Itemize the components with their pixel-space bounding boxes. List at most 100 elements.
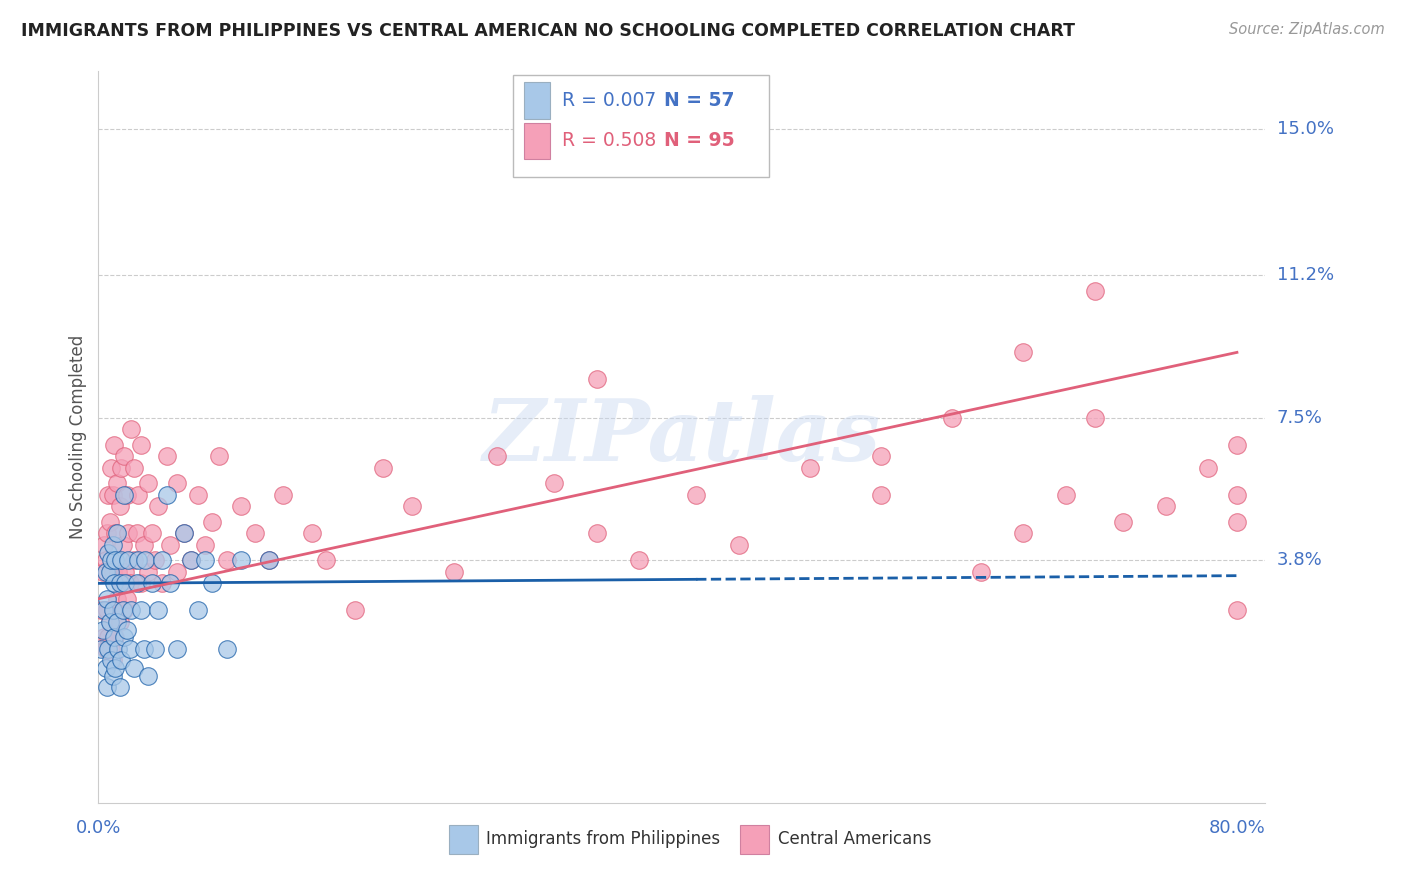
Point xyxy=(90,641,112,656)
Point xyxy=(129,576,152,591)
Point xyxy=(343,603,366,617)
Point xyxy=(100,641,122,656)
Point xyxy=(97,641,120,656)
Point xyxy=(118,641,141,656)
Point xyxy=(107,641,129,656)
Point xyxy=(97,488,120,502)
Point xyxy=(122,661,145,675)
Point xyxy=(97,545,120,559)
Point xyxy=(136,565,159,579)
Point xyxy=(229,500,252,514)
Point xyxy=(108,576,131,591)
Point xyxy=(114,576,136,591)
Point xyxy=(136,476,159,491)
Point xyxy=(685,488,707,502)
Point xyxy=(799,461,821,475)
Point xyxy=(101,538,124,552)
Point xyxy=(173,526,195,541)
Point xyxy=(105,615,128,629)
Point xyxy=(107,565,129,579)
Point xyxy=(1012,345,1035,359)
Text: Source: ZipAtlas.com: Source: ZipAtlas.com xyxy=(1229,22,1385,37)
Point xyxy=(159,538,181,552)
Point xyxy=(152,576,174,591)
Point xyxy=(93,538,115,552)
Text: 11.2%: 11.2% xyxy=(1277,267,1334,285)
Point xyxy=(166,476,188,491)
Point xyxy=(443,565,465,579)
Point xyxy=(156,488,179,502)
Point xyxy=(970,565,993,579)
Point xyxy=(194,538,217,552)
Point xyxy=(152,553,174,567)
Point xyxy=(173,526,195,541)
Point xyxy=(94,661,117,675)
Point xyxy=(105,591,128,606)
Point xyxy=(108,615,131,629)
Point xyxy=(1226,438,1249,452)
Point xyxy=(108,681,131,695)
Point xyxy=(112,630,135,644)
Point xyxy=(180,553,202,567)
Point xyxy=(103,630,125,644)
Point xyxy=(148,603,170,617)
Point xyxy=(143,553,166,567)
Point xyxy=(112,450,135,464)
Point xyxy=(180,553,202,567)
Text: N = 95: N = 95 xyxy=(665,131,735,151)
Point xyxy=(215,553,238,567)
Point xyxy=(111,603,134,617)
Point xyxy=(101,488,124,502)
Point xyxy=(115,591,138,606)
Point xyxy=(1054,488,1077,502)
Point xyxy=(98,565,121,579)
Text: 15.0%: 15.0% xyxy=(1277,120,1333,138)
Point xyxy=(401,500,423,514)
Text: 7.5%: 7.5% xyxy=(1277,409,1323,427)
Point xyxy=(315,553,337,567)
Point xyxy=(97,630,120,644)
Point xyxy=(166,565,188,579)
Point xyxy=(112,488,135,502)
Point xyxy=(96,603,118,617)
Text: Central Americans: Central Americans xyxy=(778,830,931,848)
Point xyxy=(132,641,155,656)
Point xyxy=(132,538,155,552)
Point xyxy=(110,576,132,591)
Text: 3.8%: 3.8% xyxy=(1277,551,1322,569)
Point xyxy=(115,488,138,502)
Point xyxy=(187,488,209,502)
Text: R = 0.007: R = 0.007 xyxy=(562,91,657,110)
Point xyxy=(98,515,121,529)
Point xyxy=(103,576,125,591)
Point xyxy=(105,526,128,541)
Point xyxy=(117,553,139,567)
Point xyxy=(112,603,135,617)
Point xyxy=(243,526,266,541)
Point xyxy=(100,461,122,475)
Point xyxy=(100,553,122,567)
Point xyxy=(201,515,224,529)
Point xyxy=(628,553,651,567)
Point xyxy=(101,653,124,667)
Y-axis label: No Schooling Completed: No Schooling Completed xyxy=(69,335,87,539)
Point xyxy=(870,488,893,502)
Point xyxy=(129,438,152,452)
Point xyxy=(98,615,121,629)
Point xyxy=(1226,603,1249,617)
Point xyxy=(941,410,963,425)
Text: ZIPatlas: ZIPatlas xyxy=(482,395,882,479)
Text: IMMIGRANTS FROM PHILIPPINES VS CENTRAL AMERICAN NO SCHOOLING COMPLETED CORRELATI: IMMIGRANTS FROM PHILIPPINES VS CENTRAL A… xyxy=(21,22,1076,40)
Point xyxy=(159,576,181,591)
FancyBboxPatch shape xyxy=(513,75,769,178)
Point xyxy=(122,461,145,475)
Point xyxy=(93,603,115,617)
Point xyxy=(103,438,125,452)
Point xyxy=(101,669,124,683)
Point xyxy=(100,653,122,667)
Point xyxy=(129,603,152,617)
Text: R = 0.508: R = 0.508 xyxy=(562,131,657,151)
Point xyxy=(101,603,124,617)
Point xyxy=(114,565,136,579)
Point xyxy=(257,553,280,567)
